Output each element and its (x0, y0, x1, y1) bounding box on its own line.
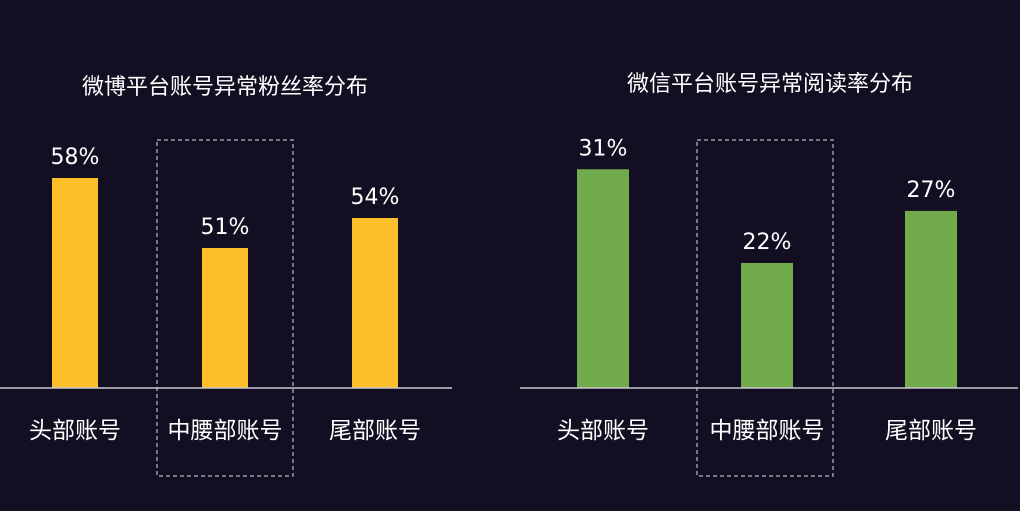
category-label: 尾部账号 (329, 418, 421, 444)
category-label: 中腰部账号 (168, 418, 283, 444)
data-label: 27% (907, 178, 956, 203)
data-label: 58% (51, 145, 100, 170)
category-label: 中腰部账号 (710, 418, 825, 444)
bar (352, 218, 398, 388)
highlight-box (696, 139, 834, 477)
category-label: 头部账号 (557, 418, 649, 444)
bar (741, 263, 793, 388)
data-label: 22% (743, 230, 792, 255)
category-label: 头部账号 (29, 418, 121, 444)
bar (202, 248, 248, 388)
data-label: 31% (579, 136, 628, 161)
highlight-box (156, 139, 294, 477)
data-label: 51% (201, 215, 250, 240)
wechat-chart: 微信平台账号异常阅读率分布 31% 头部账号 22% 中腰部账号 27% 尾部账号 (520, 72, 1018, 477)
bar (905, 210, 957, 388)
chart-title: 微博平台账号异常粉丝率分布 (82, 75, 368, 100)
weibo-chart: 微博平台账号异常粉丝率分布 58% 头部账号 51% 中腰部账号 54% 尾部账号 (0, 75, 452, 477)
data-label: 54% (351, 185, 400, 210)
chart-title: 微信平台账号异常阅读率分布 (627, 72, 913, 97)
category-label: 尾部账号 (885, 418, 977, 444)
bar (52, 178, 98, 388)
bar (577, 169, 629, 388)
